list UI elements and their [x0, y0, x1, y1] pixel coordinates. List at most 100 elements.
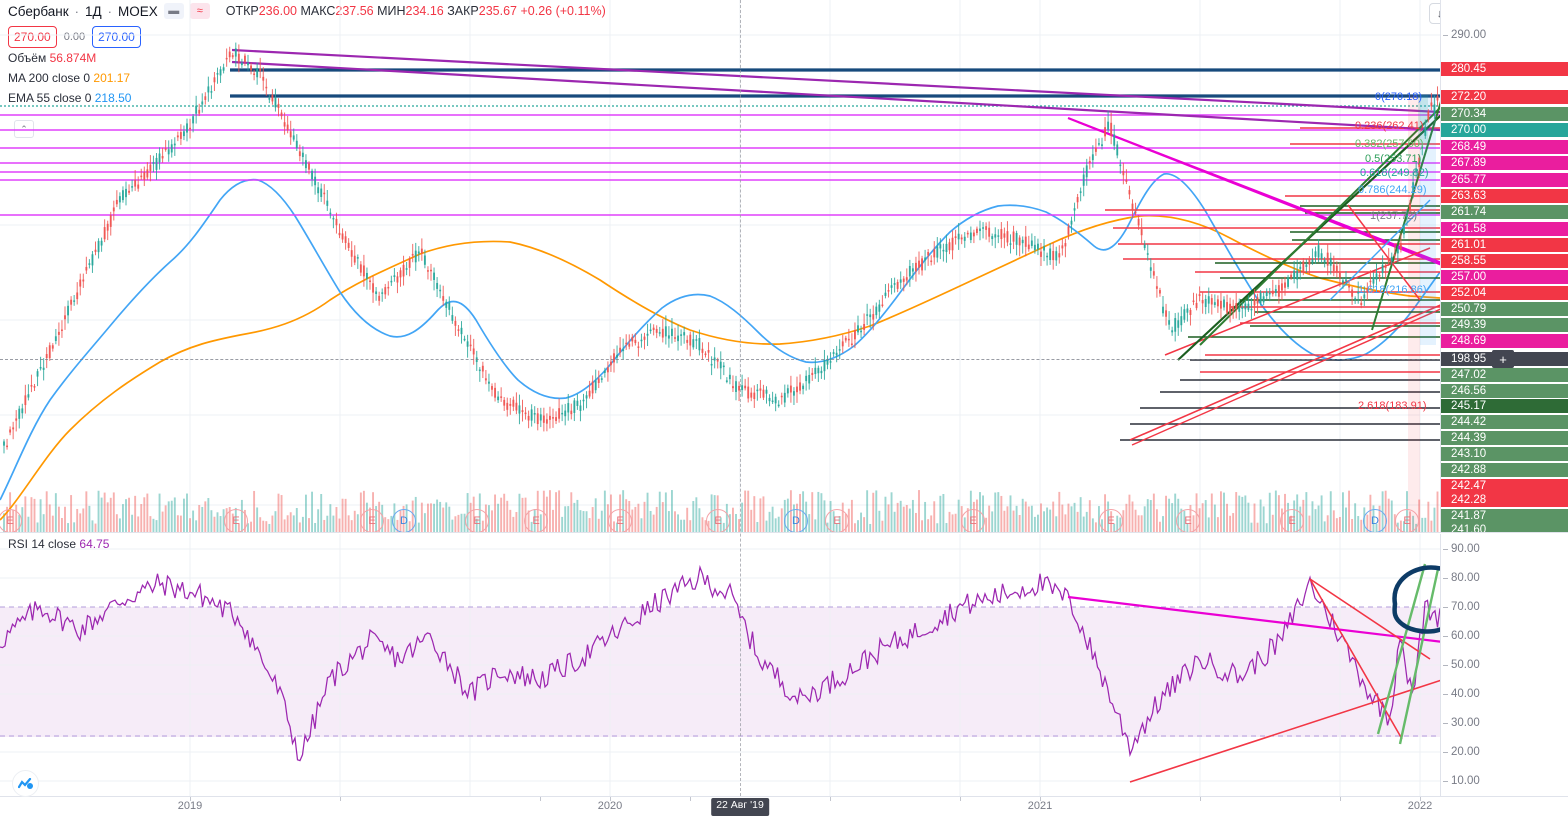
price-pane[interactable] [0, 0, 1440, 532]
symbol-name[interactable]: Сбербанк [8, 3, 69, 19]
price-level-label[interactable]: 250.79 [1441, 302, 1568, 316]
price-level-label[interactable]: 252.04 [1441, 286, 1568, 300]
price-level-label[interactable]: 261.01 [1441, 238, 1568, 252]
price-box-blue[interactable]: 270.00 [92, 26, 141, 48]
earnings-marker[interactable]: E [1099, 509, 1123, 533]
price-level-label[interactable]: 247.02 [1441, 368, 1568, 382]
time-tick [1200, 797, 1201, 801]
price-scale[interactable]: 290.00 280.45 272.20 270.34 270.00 268.49 267.… [1440, 0, 1568, 532]
price-level-label[interactable]: 261.58 [1441, 222, 1568, 236]
ema55-legend[interactable]: EMA 55 close 0 218.50 [8, 88, 141, 108]
ma200-legend[interactable]: MA 200 close 0 201.17 [8, 68, 141, 88]
close-label: ЗАКР [447, 4, 479, 18]
price-level-label[interactable]: 244.39 [1441, 431, 1568, 445]
earnings-marker[interactable]: E [224, 509, 248, 533]
high-label: МАКС [300, 4, 336, 18]
price-level-label[interactable]: 246.56 [1441, 384, 1568, 398]
price-level-label[interactable]: 241.60 [1441, 523, 1568, 532]
pane-divider[interactable] [0, 532, 1568, 533]
price-level-label[interactable]: 270.34 [1441, 107, 1568, 121]
candlesticks [3, 42, 1439, 454]
earnings-marker[interactable]: E [360, 509, 384, 533]
price-level-label[interactable]: 242.88 [1441, 463, 1568, 477]
price-level-label[interactable]: 272.20 [1441, 90, 1568, 104]
fib-level-label[interactable]: 1(237.72) [1370, 210, 1418, 222]
ema55-label: EMA 55 close 0 [8, 91, 92, 105]
price-level-label[interactable]: 268.49 [1441, 140, 1568, 154]
price-level-label[interactable]: 241.87 [1441, 509, 1568, 523]
fib-level-label[interactable]: 2.618(183.91) [1358, 400, 1427, 412]
earnings-marker[interactable]: E [961, 509, 985, 533]
price-level-label[interactable]: 261.74 [1441, 205, 1568, 219]
annotation-circle [1392, 565, 1440, 634]
time-axis[interactable]: 2019 2020 2021 2022 22 Авг '19 [0, 796, 1568, 816]
earnings-marker[interactable]: E [706, 509, 730, 533]
tradingview-logo-icon[interactable] [12, 770, 39, 797]
time-label: 2020 [597, 800, 623, 812]
price-level-label[interactable]: 244.42 [1441, 415, 1568, 429]
earnings-marker[interactable]: E [524, 509, 548, 533]
high-value: 237.56 [335, 4, 374, 18]
time-tick [340, 797, 341, 801]
price-level-label[interactable]: 258.55 [1441, 254, 1568, 268]
rsi-scale[interactable]: 90.00 80.00 70.00 60.00 50.00 40.00 30.00 20.00… [1440, 534, 1568, 796]
rsi-chart-svg [0, 534, 1440, 796]
dividend-marker[interactable]: D [392, 509, 416, 533]
fib-level-label[interactable]: 0.382(257.60) [1355, 138, 1424, 150]
price-level-label[interactable]: 242.28 [1441, 493, 1568, 507]
rsi-tick: 50.00 [1443, 659, 1480, 671]
price-level-label[interactable]: 280.45 [1441, 62, 1568, 76]
fib-level-label[interactable]: 0.618(249.82) [1360, 167, 1429, 179]
rsi-pane[interactable] [0, 534, 1440, 796]
fib-zone [1420, 95, 1436, 345]
time-cursor-label: 22 Авг '19 [711, 798, 769, 816]
candle-style-icon[interactable]: ▬ [163, 3, 184, 19]
time-tick [190, 797, 191, 801]
fib-level-label[interactable]: 1.618(216.86) [1358, 284, 1427, 296]
fib-level-label[interactable]: 0.236(262.41) [1355, 120, 1424, 132]
time-tick [1040, 797, 1041, 801]
rsi-tick: 30.00 [1443, 717, 1480, 730]
rsi-tick: 40.00 [1443, 688, 1480, 701]
fib-level-label[interactable]: 0(270.18) [1375, 91, 1423, 103]
rsi-legend[interactable]: RSI 14 close 64.75 [8, 537, 109, 551]
price-level-label[interactable]: 270.00 [1441, 123, 1568, 137]
crosshair-plus-icon[interactable]: + [1492, 350, 1514, 368]
time-tick [540, 797, 541, 801]
earnings-marker[interactable]: E [1395, 509, 1419, 533]
price-delta: 0.00 [63, 31, 86, 43]
price-level-label[interactable]: 257.00 [1441, 270, 1568, 284]
price-level-label[interactable]: 267.89 [1441, 156, 1568, 170]
price-level-label[interactable]: 248.69 [1441, 334, 1568, 348]
grid-lines [0, 0, 1440, 532]
price-level-label[interactable]: 245.17 [1441, 399, 1568, 413]
ema55-line [0, 173, 1440, 501]
earnings-marker[interactable]: E [608, 509, 632, 533]
price-level-label[interactable]: 242.47 [1441, 479, 1568, 493]
compare-icon[interactable]: ≈ [189, 3, 210, 19]
fib-level-label[interactable]: 0.786(244.29) [1358, 184, 1427, 196]
crosshair-horizontal [0, 359, 1440, 360]
rsi-tick: 80.00 [1443, 571, 1480, 584]
price-level-label[interactable]: 249.39 [1441, 318, 1568, 332]
earnings-marker[interactable]: E [1176, 509, 1200, 533]
price-level-label[interactable]: 243.10 [1441, 447, 1568, 461]
volume-legend[interactable]: Объём 56.874M [8, 48, 141, 68]
exchange-label: MOEX [117, 3, 158, 19]
rsi-grid [0, 534, 1440, 796]
price-box-red[interactable]: 270.00 [8, 26, 57, 48]
earnings-marker[interactable]: E [1280, 509, 1304, 533]
collapse-legend-button[interactable]: ⌃ [14, 120, 34, 138]
earnings-marker[interactable]: E [465, 509, 489, 533]
dividend-marker[interactable]: D [784, 509, 808, 533]
indicator-legend: 270.00 0.00 270.00 Объём 56.874M MA 200 … [8, 26, 141, 108]
low-label: МИН [377, 4, 406, 18]
fib-zone-green [1418, 95, 1428, 145]
interval-label[interactable]: 1Д [84, 3, 102, 19]
earnings-marker[interactable]: E [825, 509, 849, 533]
price-level-label[interactable]: 265.77 [1441, 173, 1568, 187]
fib-level-label[interactable]: 0.5(253.71) [1365, 153, 1422, 165]
change-value: +0.26 (+0.11%) [520, 4, 606, 18]
price-level-label[interactable]: 263.63 [1441, 189, 1568, 203]
dividend-marker[interactable]: D [1363, 509, 1387, 533]
